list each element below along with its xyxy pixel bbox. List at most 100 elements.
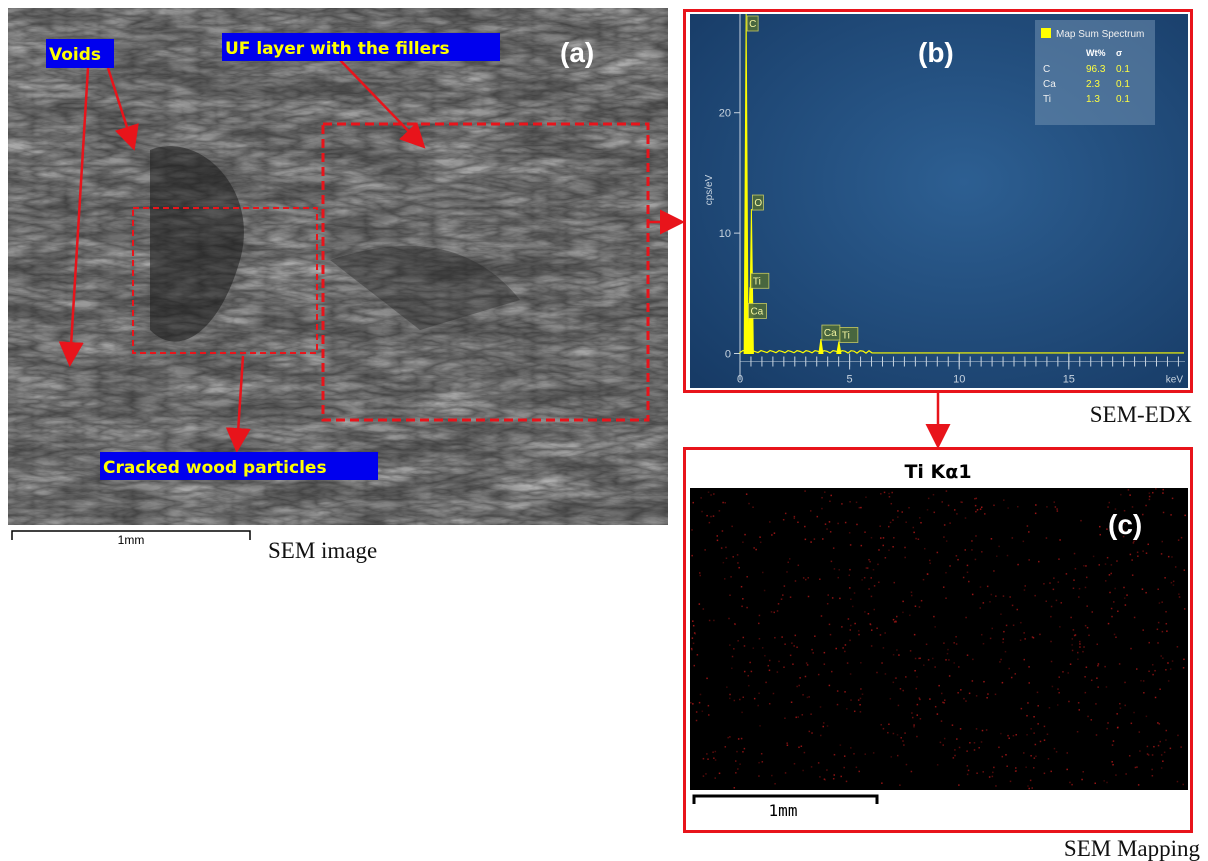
map-dot — [877, 564, 879, 566]
map-dot — [1159, 741, 1161, 743]
map-dot — [890, 522, 892, 524]
map-dot — [972, 680, 974, 682]
map-dot — [748, 503, 750, 505]
map-dot — [991, 594, 993, 596]
map-dot — [721, 547, 723, 549]
annotation: Cracked wood particles — [103, 458, 327, 478]
map-dot — [814, 635, 816, 637]
map-dot — [1146, 552, 1148, 554]
map-dot — [719, 773, 721, 775]
map-dot — [941, 693, 943, 695]
map-dot — [795, 580, 797, 582]
map-dot — [1096, 677, 1098, 679]
map-dot — [983, 643, 985, 645]
map-dot — [1075, 568, 1077, 570]
legend-cell: Ti — [1043, 94, 1051, 105]
map-dot — [844, 755, 846, 757]
map-dot — [1000, 659, 1002, 661]
map-dot — [692, 620, 694, 622]
map-dot — [751, 671, 753, 673]
map-dot — [1039, 634, 1041, 636]
map-dot — [712, 751, 714, 753]
map-dot — [1171, 556, 1173, 558]
map-dot — [761, 753, 763, 755]
map-dot — [902, 612, 904, 614]
map-dot — [1024, 638, 1026, 640]
map-dot — [1162, 760, 1164, 762]
map-dot — [850, 629, 852, 631]
map-dot — [1165, 739, 1167, 741]
map-dot — [778, 661, 780, 663]
map-dot — [1017, 609, 1019, 611]
map-dot — [1098, 663, 1100, 665]
map-dot — [1080, 520, 1082, 522]
map-dot — [769, 703, 771, 705]
map-dot — [873, 752, 875, 754]
legend-header: σ — [1116, 48, 1122, 58]
map-dot — [819, 578, 821, 580]
map-dot — [1068, 701, 1070, 703]
map-dot — [990, 638, 992, 640]
map-dot — [811, 732, 813, 734]
map-dot — [975, 559, 977, 561]
map-dot — [774, 783, 776, 785]
map-dot — [944, 524, 946, 526]
map-dot — [753, 647, 755, 649]
map-dot — [1097, 665, 1099, 667]
map-dot — [757, 705, 759, 707]
map-dot — [1044, 726, 1046, 728]
map-dot — [1027, 525, 1029, 527]
map-dot — [1152, 492, 1154, 494]
map-dot — [919, 658, 921, 660]
map-dot — [896, 649, 898, 651]
map-dot — [897, 734, 899, 736]
map-dot — [1172, 660, 1174, 662]
map-dot — [933, 494, 935, 496]
map-dot — [1037, 692, 1039, 694]
map-dot — [904, 547, 906, 549]
map-dot — [1149, 496, 1151, 498]
map-dot — [824, 663, 826, 665]
map-dot — [734, 624, 736, 626]
map-dot — [848, 618, 850, 620]
map-dot — [844, 691, 846, 693]
map-dot — [1037, 723, 1039, 725]
map-dot — [826, 528, 828, 530]
map-dot — [943, 586, 945, 588]
map-dot — [1125, 604, 1127, 606]
map-dot — [808, 696, 810, 698]
map-dot — [796, 686, 798, 688]
map-dot — [726, 558, 728, 560]
map-dot — [923, 579, 925, 581]
map-dot — [1077, 659, 1079, 661]
map-dot — [995, 694, 997, 696]
map-dot — [1136, 668, 1138, 670]
map-dot — [953, 642, 955, 644]
map-dot — [873, 569, 875, 571]
scale-label: 1mm — [769, 801, 798, 820]
map-dot — [784, 585, 786, 587]
map-dot — [1170, 514, 1172, 516]
map-dot — [870, 624, 872, 626]
map-dot — [708, 714, 710, 716]
map-dot — [853, 753, 855, 755]
map-dot — [1086, 667, 1088, 669]
map-dot — [699, 702, 701, 704]
map-dot — [741, 586, 743, 588]
map-dot — [1129, 494, 1131, 496]
map-dot — [1044, 739, 1046, 741]
legend-cell: C — [1043, 64, 1050, 75]
map-dot — [1148, 642, 1150, 644]
map-dot — [846, 781, 848, 783]
legend-cell: 96.3 — [1086, 64, 1106, 75]
map-dot — [864, 531, 866, 533]
map-dot — [928, 659, 930, 661]
map-dot — [860, 688, 862, 690]
map-dot — [920, 718, 922, 720]
map-dot — [911, 591, 913, 593]
map-dot — [998, 747, 1000, 749]
map-dot — [1157, 589, 1159, 591]
map-dot — [1149, 499, 1151, 501]
map-dot — [1149, 492, 1151, 494]
map-dot — [1007, 735, 1009, 737]
